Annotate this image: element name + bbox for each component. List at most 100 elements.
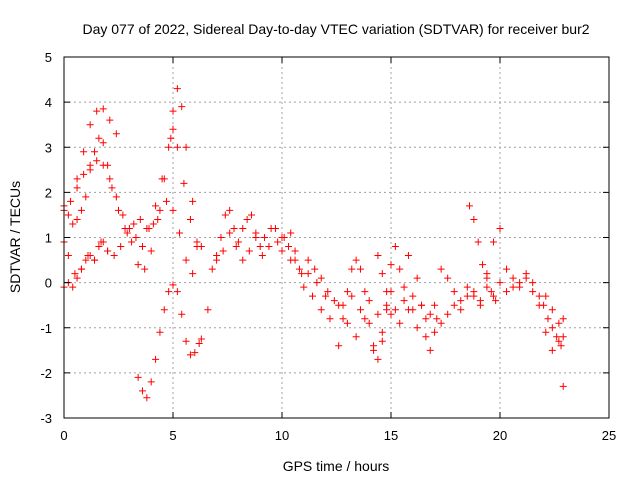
data-point — [326, 315, 334, 323]
data-point — [409, 292, 417, 300]
data-point — [169, 206, 177, 214]
data-point — [516, 283, 524, 291]
data-point — [304, 270, 312, 278]
data-point — [317, 274, 325, 282]
data-point — [287, 256, 295, 264]
data-point — [143, 394, 151, 402]
data-point — [141, 265, 149, 273]
data-point — [317, 306, 325, 314]
data-point — [130, 220, 138, 228]
data-point — [559, 333, 567, 341]
data-point — [82, 193, 90, 201]
data-point — [112, 130, 120, 138]
data-point — [119, 211, 127, 219]
data-point — [361, 315, 369, 323]
data-point — [278, 234, 286, 241]
data-point — [186, 215, 194, 223]
data-point — [387, 261, 395, 269]
data-point — [217, 234, 225, 241]
data-point — [396, 265, 404, 273]
data-point — [234, 238, 242, 246]
y-tick-label: 1 — [45, 231, 52, 246]
data-point — [474, 238, 482, 246]
series-track-a — [60, 125, 205, 251]
data-point — [457, 306, 465, 314]
data-point — [383, 306, 391, 314]
grid-lines — [64, 57, 609, 418]
y-axis-label: SDTVAR / TECUs — [7, 181, 23, 293]
data-point — [123, 229, 131, 237]
data-point — [356, 306, 364, 314]
series-track-l — [374, 243, 439, 354]
data-point — [450, 301, 458, 309]
data-point — [189, 197, 197, 205]
series-track-k — [335, 256, 395, 363]
data-point — [176, 229, 184, 237]
data-point — [178, 103, 186, 111]
series-track-b — [73, 105, 120, 183]
data-point — [413, 324, 421, 332]
data-point — [540, 301, 548, 309]
data-point — [165, 143, 173, 151]
data-point — [232, 243, 240, 251]
data-point — [261, 234, 269, 241]
data-point — [311, 265, 319, 273]
data-point — [178, 310, 186, 318]
data-point — [544, 315, 552, 323]
data-point — [265, 243, 273, 251]
data-point — [426, 310, 434, 318]
data-point — [348, 292, 356, 300]
data-point — [476, 297, 484, 305]
data-point — [173, 143, 181, 151]
data-point — [271, 224, 279, 232]
data-point — [335, 301, 343, 309]
data-point — [535, 292, 543, 300]
data-point — [391, 306, 399, 314]
data-point — [298, 270, 306, 278]
data-point — [444, 310, 452, 318]
data-point — [230, 224, 238, 232]
data-point — [152, 202, 160, 210]
data-point — [433, 315, 441, 323]
data-point — [450, 288, 458, 296]
data-point — [152, 355, 160, 363]
data-point — [169, 125, 177, 133]
data-point — [173, 85, 181, 93]
x-tick-label: 10 — [275, 428, 289, 443]
y-tick-label: -1 — [40, 321, 52, 336]
data-point — [132, 234, 140, 241]
data-point — [365, 319, 373, 327]
data-point — [99, 105, 107, 113]
data-point — [213, 256, 221, 264]
y-tick-label: 4 — [45, 95, 52, 110]
y-tick-label: -2 — [40, 366, 52, 381]
data-point — [147, 247, 155, 255]
data-point — [559, 315, 567, 323]
data-point — [169, 107, 177, 115]
data-point — [182, 143, 190, 151]
data-point — [557, 342, 565, 350]
data-point — [245, 247, 253, 255]
y-tick-label: 5 — [45, 50, 52, 65]
x-tick-label: 20 — [493, 428, 507, 443]
data-point — [138, 387, 146, 395]
data-point — [496, 224, 504, 232]
data-point — [404, 306, 412, 314]
data-point — [542, 328, 550, 336]
data-point — [154, 215, 162, 223]
data-point — [64, 211, 72, 219]
data-point — [91, 148, 99, 156]
x-tick-labels: 0 5 10 15 20 25 — [60, 428, 616, 443]
data-point — [104, 161, 112, 169]
data-point — [256, 243, 264, 251]
data-point — [548, 324, 556, 332]
data-point — [343, 319, 351, 327]
data-point — [496, 279, 504, 287]
data-point — [252, 234, 260, 241]
data-point — [470, 288, 478, 296]
data-point — [352, 333, 360, 341]
data-point — [383, 288, 391, 296]
data-point — [304, 256, 312, 264]
data-point — [204, 306, 212, 314]
